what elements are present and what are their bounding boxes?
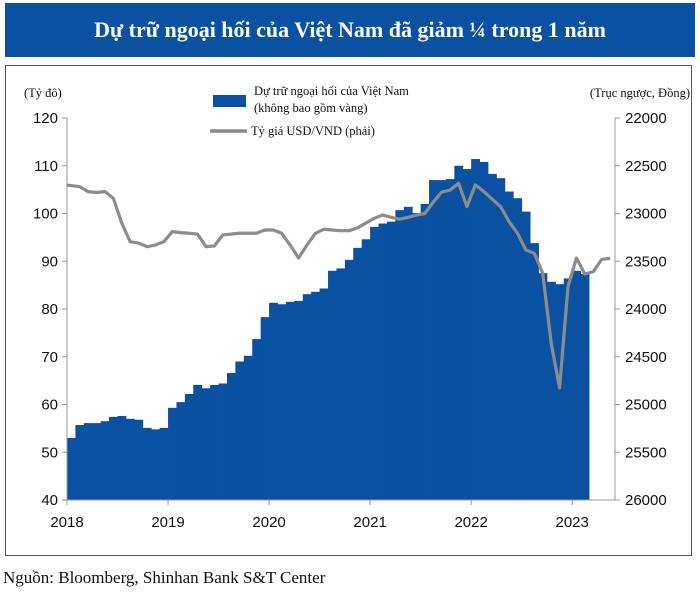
bar-2019-03 bbox=[184, 393, 194, 500]
bar-2022-03 bbox=[488, 173, 497, 500]
chart-title: Dự trữ ngoại hối của Việt Nam đã giảm ¼ … bbox=[94, 17, 606, 42]
bar-2021-09 bbox=[437, 180, 447, 500]
bar-2022-04 bbox=[496, 178, 506, 501]
bar-2020-12 bbox=[361, 239, 371, 500]
bar-2021-11 bbox=[454, 165, 464, 500]
bar-2019-06 bbox=[210, 384, 219, 500]
chart-title-banner: Dự trữ ngoại hối của Việt Nam đã giảm ¼ … bbox=[5, 3, 695, 57]
bar-2020-03 bbox=[285, 301, 295, 500]
x-tick-label: 2020 bbox=[252, 514, 285, 531]
bar-2020-07 bbox=[319, 288, 329, 500]
legend-bar-swatch bbox=[213, 95, 246, 107]
chart-frame bbox=[5, 65, 692, 556]
bar-2018-12 bbox=[159, 427, 169, 500]
left-tick-label: 110 bbox=[34, 158, 58, 175]
left-tick-label: 40 bbox=[41, 492, 58, 509]
right-tick-label: 24000 bbox=[625, 301, 667, 318]
bar-2018-09 bbox=[134, 419, 144, 500]
bar-2020-06 bbox=[311, 291, 320, 500]
bar-2019-12 bbox=[260, 317, 270, 500]
bar-2019-05 bbox=[201, 388, 211, 500]
bar-2022-12 bbox=[563, 278, 573, 500]
bar-2019-01 bbox=[168, 407, 177, 500]
legend-bar-label: Dự trữ ngoại hối của Việt Nam bbox=[254, 84, 409, 98]
bar-2021-07 bbox=[420, 203, 430, 500]
bar-2021-01 bbox=[370, 226, 379, 500]
bar-2022-05 bbox=[504, 191, 514, 500]
right-tick-label: 23500 bbox=[625, 253, 667, 270]
left-tick-label: 50 bbox=[41, 444, 58, 461]
bar-2019-04 bbox=[193, 384, 203, 500]
right-axis-unit: (Trục ngược, Đồng) bbox=[590, 86, 690, 100]
legend-line-label: Tỷ giá USD/VND (phải) bbox=[251, 124, 375, 138]
left-tick-label: 70 bbox=[41, 349, 58, 366]
bar-2023-02 bbox=[580, 274, 590, 500]
bar-2019-08 bbox=[226, 372, 236, 500]
bar-2020-04 bbox=[294, 300, 304, 500]
source-note: Nguồn: Bloomberg, Shinhan Bank S&T Cente… bbox=[3, 568, 326, 587]
right-tick-label: 23000 bbox=[625, 206, 667, 223]
x-tick-label: 2023 bbox=[556, 514, 589, 531]
bar-2022-01 bbox=[471, 159, 480, 500]
bar-2020-11 bbox=[353, 247, 363, 500]
bar-2019-07 bbox=[218, 383, 228, 500]
bar-2019-10 bbox=[243, 355, 253, 500]
bar-2018-03 bbox=[83, 423, 93, 500]
bar-2020-02 bbox=[277, 304, 287, 500]
right-tick-label: 25500 bbox=[625, 444, 667, 461]
legend-bar-label-line2: (không bao gồm vàng) bbox=[254, 101, 368, 115]
bar-2022-06 bbox=[513, 198, 523, 500]
bar-2019-09 bbox=[235, 361, 245, 500]
bar-2018-11 bbox=[151, 429, 161, 500]
right-tick-label: 22000 bbox=[625, 110, 667, 127]
bar-2021-05 bbox=[403, 206, 413, 500]
bar-2020-10 bbox=[344, 259, 354, 500]
bar-2021-02 bbox=[378, 223, 388, 500]
x-tick-label: 2021 bbox=[353, 514, 386, 531]
bar-2018-02 bbox=[75, 425, 85, 500]
bar-2018-01 bbox=[67, 437, 76, 500]
bar-2020-09 bbox=[336, 268, 346, 500]
x-tick-label: 2018 bbox=[50, 514, 83, 531]
bar-2018-08 bbox=[125, 418, 135, 500]
right-tick-label: 26000 bbox=[625, 492, 667, 509]
bar-2018-10 bbox=[142, 427, 152, 500]
bar-2019-02 bbox=[176, 402, 186, 500]
bar-2022-02 bbox=[479, 161, 489, 500]
bar-2021-08 bbox=[429, 180, 438, 500]
bar-2021-10 bbox=[445, 179, 455, 500]
left-tick-label: 90 bbox=[41, 253, 58, 270]
bar-2021-06 bbox=[412, 213, 422, 500]
right-tick-label: 22500 bbox=[625, 158, 667, 175]
bar-2022-10 bbox=[546, 281, 556, 500]
right-tick-label: 24500 bbox=[625, 349, 667, 366]
bar-2023-01 bbox=[572, 270, 582, 500]
left-axis-unit: (Tỷ đô) bbox=[24, 86, 62, 100]
bar-2022-07 bbox=[521, 211, 531, 500]
x-tick-label: 2022 bbox=[454, 514, 487, 531]
bar-2022-09 bbox=[538, 273, 548, 500]
left-tick-label: 120 bbox=[33, 110, 58, 127]
bar-2018-07 bbox=[117, 415, 127, 500]
bar-2020-01 bbox=[269, 302, 278, 500]
bar-2022-08 bbox=[530, 243, 539, 501]
left-tick-label: 60 bbox=[41, 397, 58, 414]
bar-2019-11 bbox=[252, 339, 262, 500]
bar-2020-05 bbox=[302, 294, 312, 500]
bar-2021-03 bbox=[386, 221, 396, 500]
bar-2018-06 bbox=[109, 416, 118, 500]
left-tick-label: 100 bbox=[33, 206, 58, 223]
bar-2021-04 bbox=[395, 210, 405, 500]
right-tick-label: 25000 bbox=[625, 397, 667, 414]
bar-2020-08 bbox=[328, 270, 337, 500]
bar-2018-05 bbox=[100, 421, 110, 500]
left-tick-label: 80 bbox=[41, 301, 58, 318]
bar-2021-12 bbox=[462, 169, 472, 500]
bar-2022-11 bbox=[555, 284, 565, 500]
bar-2018-04 bbox=[92, 423, 102, 500]
x-tick-label: 2019 bbox=[151, 514, 184, 531]
